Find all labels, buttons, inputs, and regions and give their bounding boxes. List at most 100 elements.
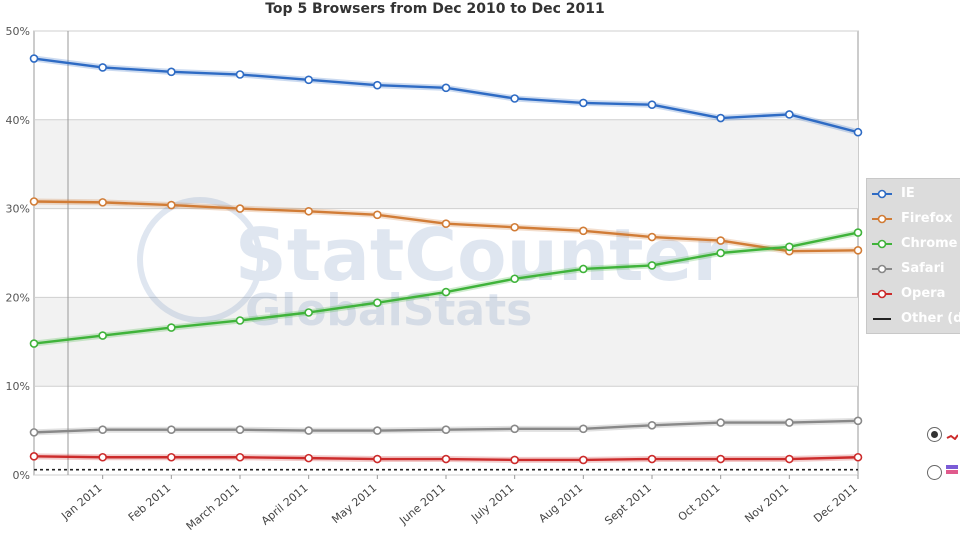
legend-label: Opera (901, 286, 946, 301)
x-tick-label: July 2011 (468, 481, 516, 525)
chart-title: Top 5 Browsers from Dec 2010 to Dec 2011 (265, 1, 605, 17)
chart-view-radio-selected[interactable] (927, 427, 942, 442)
legend-label: IE (901, 186, 915, 201)
legend-swatch-safari (871, 263, 893, 275)
legend-item-other-d[interactable]: Other (d (867, 306, 960, 331)
y-tick-label: 50% (6, 25, 30, 38)
x-tick-label: Oct 2011 (676, 481, 723, 523)
data-point-safari (785, 418, 794, 427)
data-point-chrome (441, 287, 451, 297)
chart-view-radio-unselected[interactable] (927, 465, 942, 480)
legend-swatch-firefox (871, 213, 893, 225)
data-point-ie (853, 127, 863, 137)
data-point-firefox (579, 226, 588, 236)
data-point-opera (785, 454, 794, 464)
legend-item-ie[interactable]: IE (867, 181, 960, 206)
data-point-safari (304, 426, 313, 435)
grid-band (35, 297, 858, 387)
data-point-opera (29, 452, 39, 461)
data-point-opera (647, 454, 657, 464)
data-point-opera (510, 455, 519, 465)
data-point-safari (235, 425, 245, 435)
data-point-ie (510, 94, 519, 103)
data-point-chrome (98, 331, 107, 340)
data-point-firefox (716, 236, 725, 245)
legend-item-safari[interactable]: Safari (867, 256, 960, 281)
data-point-safari (441, 425, 451, 435)
data-point-firefox (29, 197, 39, 206)
y-tick-label: 10% (6, 380, 30, 393)
data-point-opera (167, 452, 176, 462)
data-point-opera (373, 454, 382, 464)
legend-label: Safari (901, 261, 945, 276)
data-point-firefox (373, 210, 382, 220)
line-chart-view-icon (946, 428, 958, 440)
y-tick-label: 30% (6, 203, 30, 216)
svg-text:GlobalStats: GlobalStats (245, 285, 532, 336)
x-tick-label: Nov 2011 (742, 481, 791, 525)
data-point-ie (647, 100, 657, 110)
data-point-firefox (235, 204, 245, 213)
data-point-ie (98, 63, 107, 72)
x-tick-label: Jan 2011 (58, 481, 104, 523)
data-point-chrome (647, 261, 657, 270)
data-point-safari (716, 418, 725, 427)
legend-item-chrome[interactable]: Chrome (867, 231, 960, 256)
data-point-opera (853, 452, 863, 462)
legend-item-opera[interactable]: Opera (867, 281, 960, 306)
data-point-safari (373, 426, 382, 435)
data-point-opera (716, 454, 725, 464)
data-point-firefox (510, 222, 519, 232)
legend: IE Firefox Chrome Safari Opera Other (d (866, 178, 960, 334)
data-point-chrome (510, 274, 519, 284)
legend-swatch-ie (871, 188, 893, 200)
legend-label: Chrome (901, 236, 958, 251)
data-point-chrome (304, 308, 313, 317)
data-point-safari (510, 424, 519, 434)
y-tick-label: 0% (13, 469, 30, 482)
data-point-ie (716, 113, 725, 123)
data-point-safari (647, 420, 657, 430)
data-point-chrome (716, 248, 725, 258)
x-tick-label: Aug 2011 (536, 481, 585, 525)
data-point-firefox (853, 246, 863, 255)
grid-band (35, 119, 858, 209)
data-point-chrome (29, 339, 39, 348)
x-tick-label: May 2011 (329, 481, 379, 526)
legend-label: Other (d (901, 311, 960, 326)
data-point-chrome (235, 316, 245, 325)
data-point-chrome (373, 298, 382, 308)
data-point-safari (579, 424, 588, 434)
x-tick-label: Feb 2011 (126, 481, 173, 524)
data-point-ie (785, 110, 794, 119)
data-point-chrome (579, 264, 588, 274)
data-point-opera (441, 454, 451, 464)
legend-swatch-opera (871, 288, 893, 300)
data-point-safari (98, 425, 107, 435)
data-point-firefox (304, 206, 313, 216)
x-tick-label: June 2011 (396, 481, 448, 527)
data-point-firefox (98, 198, 107, 207)
legend-label: Firefox (901, 211, 953, 226)
x-tick-label: Sept 2011 (602, 481, 654, 527)
data-point-firefox (441, 219, 451, 228)
data-point-chrome (167, 323, 176, 332)
data-point-ie (373, 80, 382, 90)
data-point-opera (304, 453, 313, 463)
data-point-safari (167, 425, 176, 435)
data-point-ie (235, 70, 245, 79)
data-point-ie (579, 98, 588, 108)
data-point-opera (579, 455, 588, 465)
data-point-safari (853, 416, 863, 426)
data-point-firefox (167, 200, 176, 210)
data-point-firefox (647, 232, 657, 242)
data-point-chrome (785, 242, 794, 252)
svg-text:StatCounter: StatCounter (235, 213, 728, 297)
legend-item-firefox[interactable]: Firefox (867, 206, 960, 231)
data-point-ie (29, 54, 39, 63)
data-point-opera (98, 452, 107, 462)
data-point-ie (441, 83, 451, 93)
x-tick-label: March 2011 (184, 481, 242, 533)
